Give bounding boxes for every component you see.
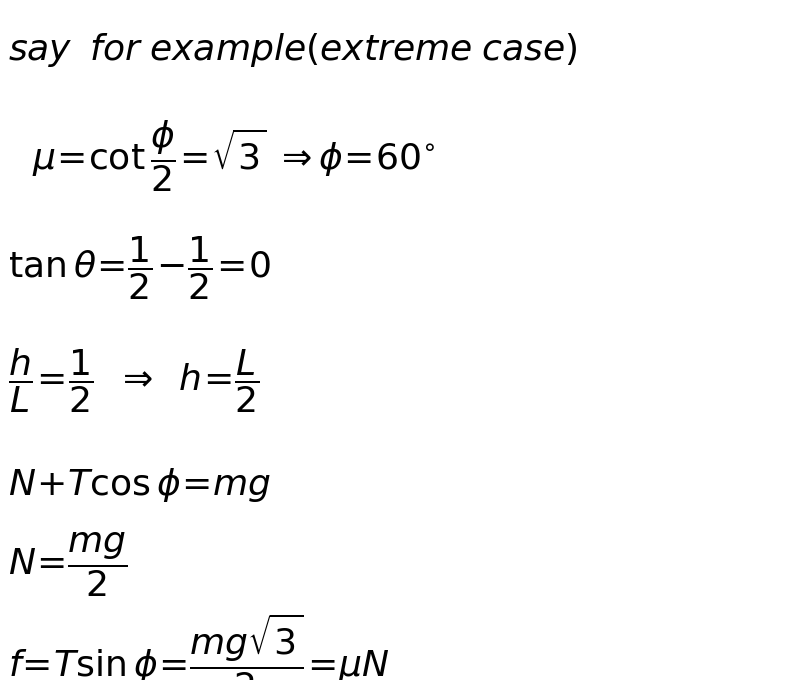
Text: $\dfrac{h}{L}\!=\!\dfrac{1}{2}\;\;\Rightarrow\;\; h\!=\!\dfrac{L}{2}$: $\dfrac{h}{L}\!=\!\dfrac{1}{2}\;\;\Right… (8, 347, 259, 415)
Text: $N\!+\!T\cos \phi\!=\!mg$: $N\!+\!T\cos \phi\!=\!mg$ (8, 466, 271, 504)
Text: $\mu\!=\!\cot \dfrac{\phi}{2}\!=\!\sqrt{3}\;\Rightarrow \phi\!=\!60^{\circ}$: $\mu\!=\!\cot \dfrac{\phi}{2}\!=\!\sqrt{… (32, 119, 435, 194)
Text: $\tan \theta\!=\!\dfrac{1}{2}\!-\!\dfrac{1}{2}\!=\!0$: $\tan \theta\!=\!\dfrac{1}{2}\!-\!\dfrac… (8, 235, 270, 302)
Text: $f\!=\!T\sin \phi\!=\!\dfrac{mg\sqrt{3}}{2}\!=\!\mu N$: $f\!=\!T\sin \phi\!=\!\dfrac{mg\sqrt{3}}… (8, 612, 390, 680)
Text: $say  \;\; for \; example(extreme \; case)$: $say \;\; for \; example(extreme \; case… (8, 31, 578, 69)
Text: $N\!=\!\dfrac{mg}{2}$: $N\!=\!\dfrac{mg}{2}$ (8, 530, 128, 598)
